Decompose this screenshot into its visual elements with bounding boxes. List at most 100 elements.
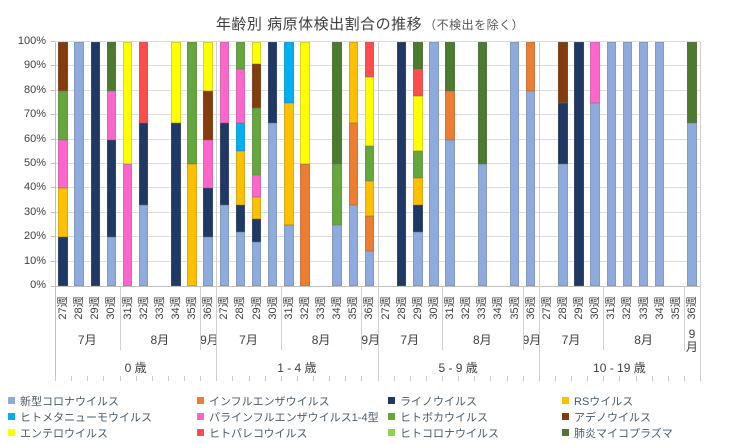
bar-segment xyxy=(106,237,117,286)
x-axis-tick xyxy=(361,376,363,381)
x-axis-week-label: 28週 xyxy=(395,296,408,320)
legend-label: 肺炎マイコプラズマ xyxy=(574,427,673,440)
bar-segment xyxy=(364,146,375,182)
bar-segment xyxy=(300,42,310,164)
legend-item: エンテロウイルス xyxy=(8,425,197,440)
x-axis-tick xyxy=(667,376,669,381)
bar-segment xyxy=(413,231,423,286)
bar-segment xyxy=(235,204,246,232)
bar-segment xyxy=(638,42,649,286)
bar-segment xyxy=(509,42,520,286)
bar-segment xyxy=(445,90,455,140)
x-axis-tick xyxy=(184,376,185,381)
legend-swatch xyxy=(197,397,204,404)
bar-segment xyxy=(58,42,68,91)
x-axis-week-label: 29週 xyxy=(250,296,263,320)
x-axis-week-label: 31週 xyxy=(605,296,618,320)
legend: 新型コロナウイルス インフルエンザウイルス ライノウイルス RSウイルスヒトメタニュー… xyxy=(8,393,734,440)
bar-segment xyxy=(558,164,568,286)
x-axis-tick xyxy=(442,376,443,381)
x-axis-tick xyxy=(393,376,395,381)
legend-swatch xyxy=(8,413,15,420)
group-separator xyxy=(700,42,701,376)
bar-segment xyxy=(364,251,375,286)
legend-item: RSウイルス xyxy=(562,393,734,408)
x-axis-tick xyxy=(458,376,460,381)
legend-label: ヒトメタニューモウイルス xyxy=(20,411,152,424)
x-axis-age-label: 10 - 19 歳 xyxy=(593,361,646,375)
x-axis-tick xyxy=(377,376,379,381)
bar-segment xyxy=(590,42,600,103)
x-axis-week-label: 28週 xyxy=(556,296,569,320)
bar-segment xyxy=(445,139,455,286)
x-axis-tick xyxy=(264,376,266,381)
bar-segment xyxy=(396,42,407,286)
legend-swatch xyxy=(388,397,395,404)
x-axis-tick xyxy=(554,376,556,381)
x-axis-month-label: 7月 xyxy=(561,333,581,347)
y-axis-label: 50% xyxy=(23,157,46,169)
legend-item: インフルエンザウイルス xyxy=(197,393,388,408)
x-axis-month-label: 7月 xyxy=(77,333,97,347)
bar-segment xyxy=(251,241,262,286)
bar-segment xyxy=(413,69,423,97)
legend-label: アデノウイルス xyxy=(574,411,651,424)
x-axis-month-label: 8月 xyxy=(150,333,170,347)
bar-segment xyxy=(284,225,294,286)
bar-segment xyxy=(58,139,68,189)
x-axis-tick xyxy=(135,376,137,381)
legend-item: アデノウイルス xyxy=(562,409,734,424)
legend-item: パラインフルエンザウイルス1-4型 xyxy=(197,409,388,424)
bar-segment xyxy=(267,123,278,286)
x-axis-week-label: 32週 xyxy=(460,296,473,320)
x-axis-week-label: 30週 xyxy=(266,296,279,320)
gridline xyxy=(55,41,700,42)
y-axis-tick xyxy=(51,114,55,116)
bar-segment xyxy=(525,42,536,91)
x-axis-age-label: 5 - 9 歳 xyxy=(438,361,478,375)
legend-item: ヒトコロナウイルス xyxy=(388,425,562,440)
x-axis-tick xyxy=(474,376,476,381)
legend-label: ライノウイルス xyxy=(400,395,477,408)
x-axis-week-label: 27週 xyxy=(218,296,231,320)
y-axis-label: 60% xyxy=(23,132,46,145)
x-axis-tick xyxy=(635,376,637,381)
bar-segment xyxy=(622,42,633,286)
bar-segment xyxy=(348,204,359,286)
x-axis-week-label: 31週 xyxy=(121,296,134,320)
y-axis-tick xyxy=(51,163,55,164)
y-axis-tick xyxy=(51,260,55,262)
month-separator xyxy=(280,286,282,350)
x-axis-week-label: 32週 xyxy=(621,296,634,320)
x-axis-tick xyxy=(71,376,73,381)
bar-segment xyxy=(574,42,584,286)
x-axis-tick xyxy=(506,376,508,381)
month-separator xyxy=(119,286,121,350)
bar-segment xyxy=(590,103,600,286)
y-axis-tick xyxy=(51,236,55,238)
x-axis-week-label: 35週 xyxy=(669,296,682,320)
group-separator xyxy=(216,42,218,376)
bar-segment xyxy=(58,90,68,140)
x-axis-week-label: 28週 xyxy=(73,296,86,320)
bar-segment xyxy=(187,164,197,286)
y-axis-tick xyxy=(51,89,55,91)
bar-segment xyxy=(251,108,262,175)
bar-segment xyxy=(171,42,181,124)
bar-segment xyxy=(251,63,262,109)
month-separator xyxy=(361,286,363,350)
x-axis-tick xyxy=(651,376,653,381)
legend-item: ライノウイルス xyxy=(388,393,562,408)
bar-segment xyxy=(251,197,262,220)
x-axis-week-label: 33週 xyxy=(476,296,489,320)
x-axis-age-label: 0 歳 xyxy=(124,361,147,375)
y-axis-label: 90% xyxy=(23,59,46,72)
bar-segment xyxy=(138,204,149,286)
x-axis-tick xyxy=(409,376,411,381)
y-axis-label: 30% xyxy=(23,205,46,218)
legend-label: 新型コロナウイルス xyxy=(20,395,119,408)
x-axis-week-label: 31週 xyxy=(444,296,457,320)
x-axis-week-label: 34週 xyxy=(331,296,344,320)
x-axis-tick xyxy=(167,376,169,381)
